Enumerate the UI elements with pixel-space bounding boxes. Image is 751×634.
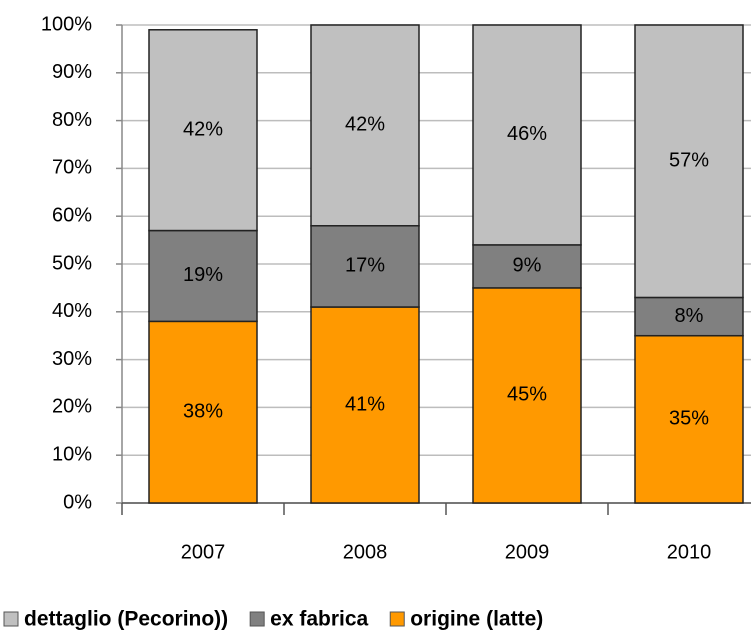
value-label: 42% [183, 118, 223, 140]
bar-segment [634, 334, 744, 504]
bar-segment [148, 229, 258, 323]
y-tick-label: 0% [63, 491, 92, 513]
legend-swatch [389, 611, 405, 627]
bar-segment [148, 29, 258, 232]
bar-segment [472, 287, 582, 504]
value-label: 57% [669, 150, 709, 172]
legend-swatch [3, 611, 19, 627]
value-label: 46% [507, 123, 547, 145]
legend-label: dettaglio (Pecorino)) [24, 608, 228, 631]
y-tick-label: 20% [52, 396, 92, 418]
value-label: 41% [345, 393, 385, 415]
value-label: 19% [183, 264, 223, 286]
bar-segment [310, 24, 420, 227]
y-tick-label: 100% [41, 13, 92, 35]
bar-segment [634, 24, 744, 299]
y-tick-label: 90% [52, 61, 92, 83]
value-label: 9% [513, 255, 542, 277]
y-tick-label: 80% [52, 109, 92, 131]
bar-segment [310, 225, 420, 308]
bar-segment [472, 244, 582, 289]
y-tick-label: 10% [52, 443, 92, 465]
x-tick-label: 2010 [667, 541, 712, 563]
legend-label: origine (latte) [410, 608, 543, 631]
x-tick-label: 2007 [181, 541, 226, 563]
y-tick-label: 40% [52, 300, 92, 322]
x-tick-label: 2009 [505, 541, 550, 563]
y-tick-label: 30% [52, 348, 92, 370]
legend-label: ex fabrica [270, 608, 368, 631]
value-label: 45% [507, 384, 547, 406]
value-label: 35% [669, 408, 709, 430]
value-label: 8% [675, 305, 704, 327]
bar-segment [634, 296, 744, 337]
value-label: 17% [345, 255, 385, 277]
bar-segment [472, 24, 582, 246]
bar-segment [310, 306, 420, 504]
value-label: 42% [345, 114, 385, 136]
legend-swatch [249, 611, 265, 627]
x-tick-label: 2008 [343, 541, 388, 563]
y-tick-label: 50% [52, 252, 92, 274]
y-tick-label: 70% [52, 157, 92, 179]
value-label: 38% [183, 400, 223, 422]
y-tick-label: 60% [52, 204, 92, 226]
